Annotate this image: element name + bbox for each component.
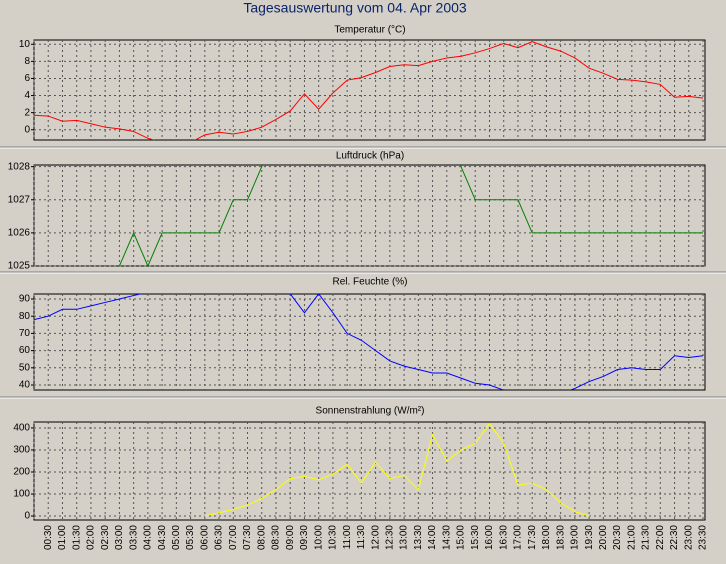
x-tick-label: 18:00 bbox=[541, 525, 552, 550]
y-tick-label: 10 bbox=[19, 39, 31, 50]
y-tick-label: 1028 bbox=[8, 161, 31, 172]
x-tick-label: 06:00 bbox=[199, 525, 210, 550]
x-tick-label: 05:00 bbox=[171, 525, 182, 550]
x-tick-label: 11:30 bbox=[356, 525, 367, 550]
x-tick-label: 10:30 bbox=[328, 525, 339, 550]
y-tick-label: 200 bbox=[13, 467, 30, 478]
x-tick-label: 09:30 bbox=[299, 525, 310, 550]
x-tick-label: 22:30 bbox=[669, 525, 680, 550]
y-tick-label: 300 bbox=[13, 445, 30, 456]
y-tick-label: 8 bbox=[24, 56, 30, 67]
panel-title: Sonnenstrahlung (W/m²) bbox=[316, 406, 425, 417]
y-tick-label: 40 bbox=[19, 380, 31, 391]
y-tick-label: 400 bbox=[13, 423, 30, 434]
plot-frame bbox=[33, 293, 706, 391]
y-tick-label: 50 bbox=[19, 362, 31, 373]
x-tick-label: 04:30 bbox=[157, 525, 168, 550]
y-tick-label: 1025 bbox=[8, 261, 31, 272]
line bbox=[204, 422, 590, 517]
x-tick-label: 15:00 bbox=[456, 525, 467, 550]
x-tick-label: 12:30 bbox=[384, 525, 395, 550]
page-title: Tagesauswertung vom 04. Apr 2003 bbox=[243, 0, 467, 16]
x-tick-label: 20:30 bbox=[612, 525, 623, 550]
y-tick-label: 60 bbox=[19, 345, 31, 356]
x-tick-label: 16:30 bbox=[498, 525, 509, 550]
x-tick-label: 15:30 bbox=[470, 525, 481, 550]
x-tick-label: 12:00 bbox=[370, 525, 381, 550]
x-tick-label: 21:00 bbox=[626, 525, 637, 550]
y-tick-label: 1027 bbox=[8, 194, 31, 205]
x-tick-label: 04:00 bbox=[143, 525, 154, 550]
x-tick-label: 09:00 bbox=[285, 525, 296, 550]
x-tick-label: 00:30 bbox=[43, 525, 54, 550]
x-tick-label: 14:30 bbox=[441, 525, 452, 550]
x-tick-label: 03:00 bbox=[114, 525, 125, 550]
x-tick-label: 01:30 bbox=[71, 525, 82, 550]
x-tick-label: 21:30 bbox=[641, 525, 652, 550]
x-tick-label: 19:00 bbox=[570, 525, 581, 550]
x-tick-label: 13:30 bbox=[413, 525, 424, 550]
x-tick-label: 06:30 bbox=[214, 525, 225, 550]
y-tick-label: 6 bbox=[24, 73, 30, 84]
y-tick-label: 80 bbox=[19, 311, 31, 322]
y-tick-label: 100 bbox=[13, 489, 30, 500]
x-tick-label: 05:30 bbox=[185, 525, 196, 550]
x-tick-label: 07:30 bbox=[242, 525, 253, 550]
x-tick-label: 03:30 bbox=[128, 525, 139, 550]
y-tick-label: 1026 bbox=[8, 228, 31, 239]
y-tick-label: 2 bbox=[24, 107, 30, 118]
line bbox=[34, 41, 704, 140]
x-tick-label: 08:00 bbox=[256, 525, 267, 550]
x-tick-label: 11:00 bbox=[342, 525, 353, 550]
x-tick-label: 07:00 bbox=[228, 525, 239, 550]
x-tick-label: 18:30 bbox=[555, 525, 566, 550]
x-tick-label: 17:30 bbox=[527, 525, 538, 550]
y-tick-label: 0 bbox=[24, 511, 30, 522]
panel-title: Temperatur (°C) bbox=[334, 25, 405, 36]
y-tick-label: 0 bbox=[24, 124, 30, 135]
x-tick-label: 01:00 bbox=[57, 525, 68, 550]
line bbox=[118, 165, 703, 266]
x-tick-label: 02:00 bbox=[86, 525, 97, 550]
y-tick-label: 90 bbox=[19, 294, 31, 305]
x-tick-label: 08:30 bbox=[271, 525, 282, 550]
x-tick-label: 13:00 bbox=[399, 525, 410, 550]
x-tick-label: 14:00 bbox=[427, 525, 438, 550]
x-tick-label: 10:00 bbox=[313, 525, 324, 550]
plot-frame bbox=[33, 421, 706, 521]
panel-title: Rel. Feuchte (%) bbox=[332, 277, 407, 288]
y-tick-label: 4 bbox=[24, 90, 30, 101]
x-tick-label: 02:30 bbox=[100, 525, 111, 550]
x-tick-label: 19:30 bbox=[584, 525, 595, 550]
line bbox=[34, 294, 704, 390]
x-tick-label: 17:00 bbox=[513, 525, 524, 550]
x-tick-label: 23:00 bbox=[683, 525, 694, 550]
y-tick-label: 70 bbox=[19, 328, 31, 339]
x-tick-label: 23:30 bbox=[698, 525, 709, 550]
x-tick-label: 22:00 bbox=[655, 525, 666, 550]
x-tick-label: 20:00 bbox=[598, 525, 609, 550]
x-tick-label: 16:00 bbox=[484, 525, 495, 550]
panel-title: Luftdruck (hPa) bbox=[336, 151, 404, 162]
